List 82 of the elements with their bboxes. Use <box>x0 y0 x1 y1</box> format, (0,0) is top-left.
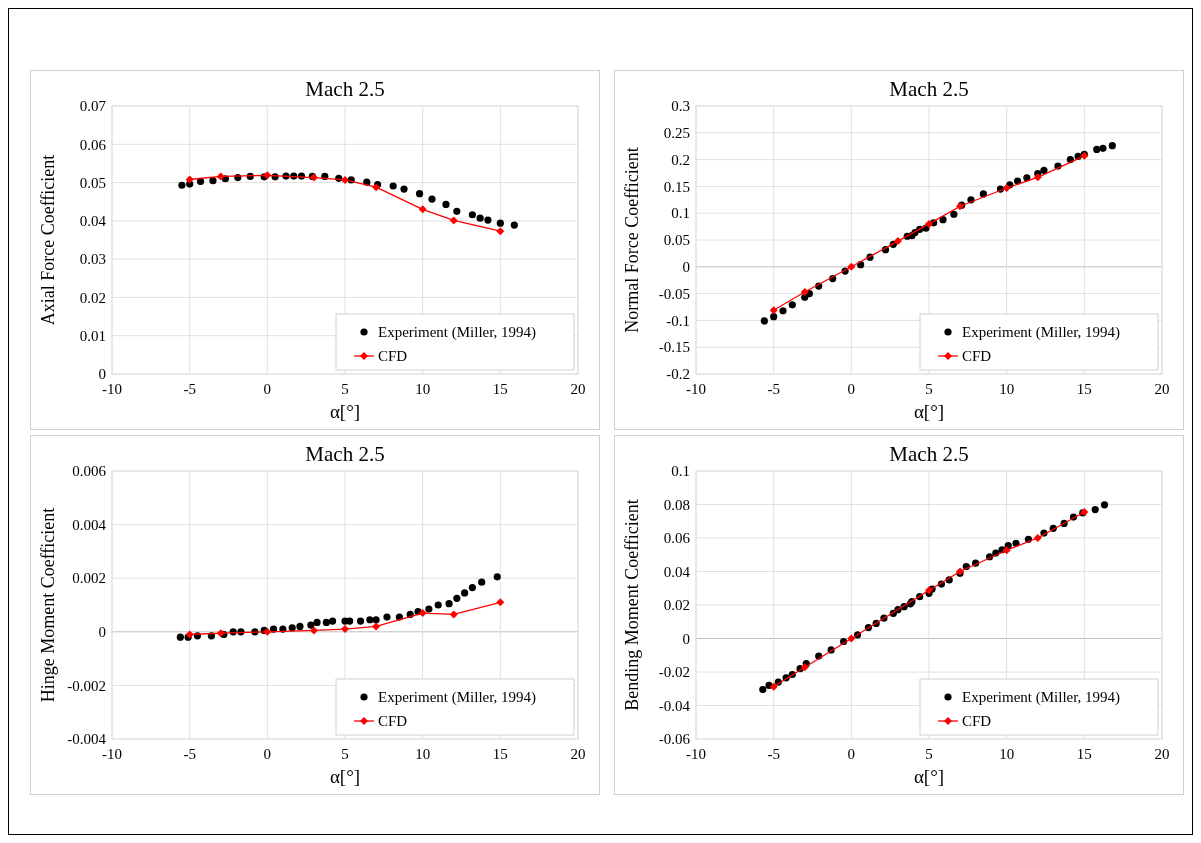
y-tick-label: -0.06 <box>658 731 691 748</box>
x-tick-label: 10 <box>415 746 431 762</box>
x-tick-label: -5 <box>767 381 780 397</box>
y-axis-title: Axial Force Coefficient <box>38 154 58 326</box>
legend-label: CFD <box>962 713 992 730</box>
x-tick-label: -10 <box>102 381 122 397</box>
legend-label: CFD <box>378 348 408 365</box>
x-tick-label: 10 <box>415 381 431 397</box>
y-tick-label: 0.2 <box>671 151 690 168</box>
y-tick-label: 0.02 <box>663 597 690 614</box>
x-axis-title: α[°] <box>329 766 361 787</box>
y-tick-label: 0 <box>682 630 690 647</box>
y-tick-label: 0.25 <box>663 125 690 142</box>
x-tick-label: 15 <box>492 381 508 397</box>
x-tick-label: 0 <box>263 746 272 762</box>
y-tick-label: 0.05 <box>79 174 106 191</box>
x-tick-label: -5 <box>183 381 196 397</box>
y-tick-label: 0 <box>98 366 106 383</box>
y-tick-label: -0.002 <box>67 677 106 694</box>
y-tick-label: 0 <box>682 259 690 276</box>
chart-title: Mach 2.5 <box>889 442 969 466</box>
x-tick-label: 10 <box>999 746 1015 762</box>
chart-title: Mach 2.5 <box>305 442 385 466</box>
y-tick-label: 0.01 <box>79 327 106 344</box>
legend-label: Experiment (Miller, 1994) <box>962 324 1121 342</box>
y-axis-title: Normal Force Coefficient <box>622 147 642 333</box>
y-tick-label: -0.05 <box>658 285 690 302</box>
x-tick-label: 5 <box>341 746 349 762</box>
y-tick-label: 0.1 <box>671 205 690 222</box>
y-tick-label: 0.002 <box>72 570 106 587</box>
y-tick-label: 0.15 <box>663 178 690 195</box>
y-tick-label: 0.04 <box>663 563 691 580</box>
x-tick-label: -5 <box>767 746 780 762</box>
x-tick-label: 20 <box>1154 381 1170 397</box>
x-tick-label: -5 <box>183 746 196 762</box>
y-tick-label: 0.06 <box>79 136 107 153</box>
x-tick-label: 20 <box>1154 746 1170 762</box>
y-tick-label: -0.2 <box>666 366 690 383</box>
x-axis-title: α[°] <box>913 766 945 787</box>
y-tick-label: 0.03 <box>79 251 106 268</box>
legend-label: Experiment (Miller, 1994) <box>378 689 537 707</box>
y-tick-label: -0.04 <box>658 697 691 714</box>
x-tick-label: -10 <box>102 746 122 762</box>
y-axis-title: Hinge Moment Coefficient <box>38 507 58 703</box>
x-tick-label: 20 <box>570 746 586 762</box>
y-tick-label: 0.1 <box>671 463 690 480</box>
y-tick-label: 0.05 <box>663 232 690 249</box>
y-tick-label: -0.02 <box>658 664 690 681</box>
x-axis-title: α[°] <box>329 401 361 422</box>
x-tick-label: 5 <box>925 381 933 397</box>
y-tick-label: 0.02 <box>79 289 106 306</box>
x-tick-label: 5 <box>925 746 933 762</box>
y-tick-label: 0.004 <box>72 516 107 533</box>
y-axis-title: Bending Moment Coefficient <box>622 499 642 711</box>
chart-title: Mach 2.5 <box>305 77 385 101</box>
chart-title: Mach 2.5 <box>889 77 969 101</box>
x-tick-label: 5 <box>341 381 349 397</box>
y-tick-label: -0.15 <box>658 339 690 356</box>
x-axis-title: α[°] <box>913 401 945 422</box>
y-tick-label: 0.006 <box>72 463 107 480</box>
x-tick-label: -10 <box>686 381 706 397</box>
x-tick-label: 20 <box>570 381 586 397</box>
x-tick-label: -10 <box>686 746 706 762</box>
y-tick-label: 0.3 <box>671 98 690 115</box>
legend-label: CFD <box>962 348 992 365</box>
legend-label: CFD <box>378 713 408 730</box>
x-tick-label: 15 <box>1076 381 1092 397</box>
x-tick-label: 15 <box>1076 746 1092 762</box>
x-tick-label: 15 <box>492 746 508 762</box>
x-tick-label: 10 <box>999 381 1015 397</box>
y-tick-label: 0.04 <box>79 213 107 230</box>
x-tick-label: 0 <box>847 381 856 397</box>
y-tick-label: 0 <box>98 624 106 641</box>
y-tick-label: 0.06 <box>663 530 691 547</box>
legend-label: Experiment (Miller, 1994) <box>378 324 537 342</box>
y-tick-label: -0.1 <box>666 312 690 329</box>
x-tick-label: 0 <box>847 746 856 762</box>
x-tick-label: 0 <box>263 381 272 397</box>
legend-label: Experiment (Miller, 1994) <box>962 689 1121 707</box>
y-tick-label: 0.07 <box>79 98 107 115</box>
y-tick-label: 0.08 <box>663 496 690 513</box>
y-tick-label: -0.004 <box>67 731 107 748</box>
